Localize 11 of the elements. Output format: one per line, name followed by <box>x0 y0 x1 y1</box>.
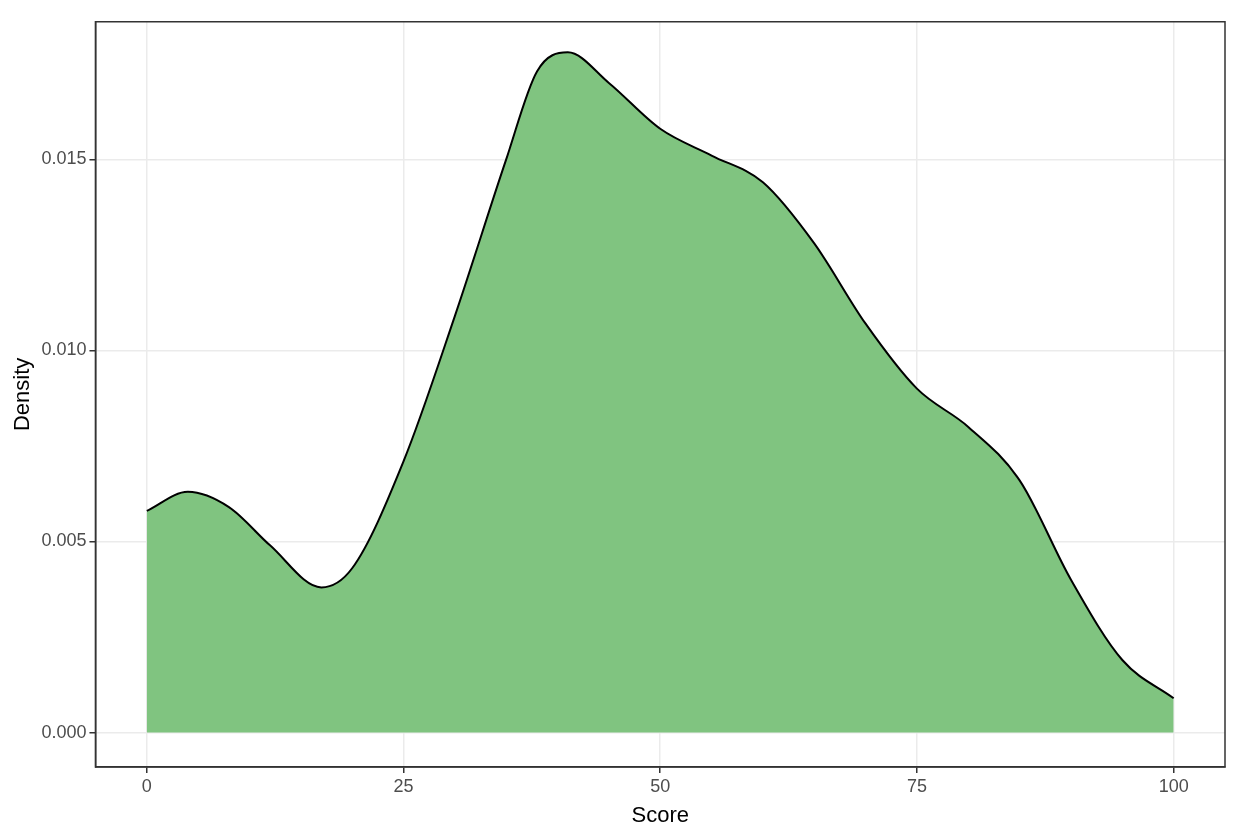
x-axis-title: Score <box>631 801 689 827</box>
x-tick-label: 25 <box>393 775 414 796</box>
y-tick-label: 0.015 <box>41 148 87 169</box>
y-tick-label: 0.005 <box>41 530 87 551</box>
x-tick-label: 0 <box>141 775 152 796</box>
y-axis-title: Density <box>9 357 35 432</box>
y-tick-label: 0.010 <box>41 339 87 360</box>
x-tick-label: 75 <box>906 775 927 796</box>
x-tick-label: 100 <box>1158 775 1189 796</box>
y-tick-label: 0.000 <box>41 721 87 742</box>
x-tick-label: 50 <box>650 775 671 796</box>
